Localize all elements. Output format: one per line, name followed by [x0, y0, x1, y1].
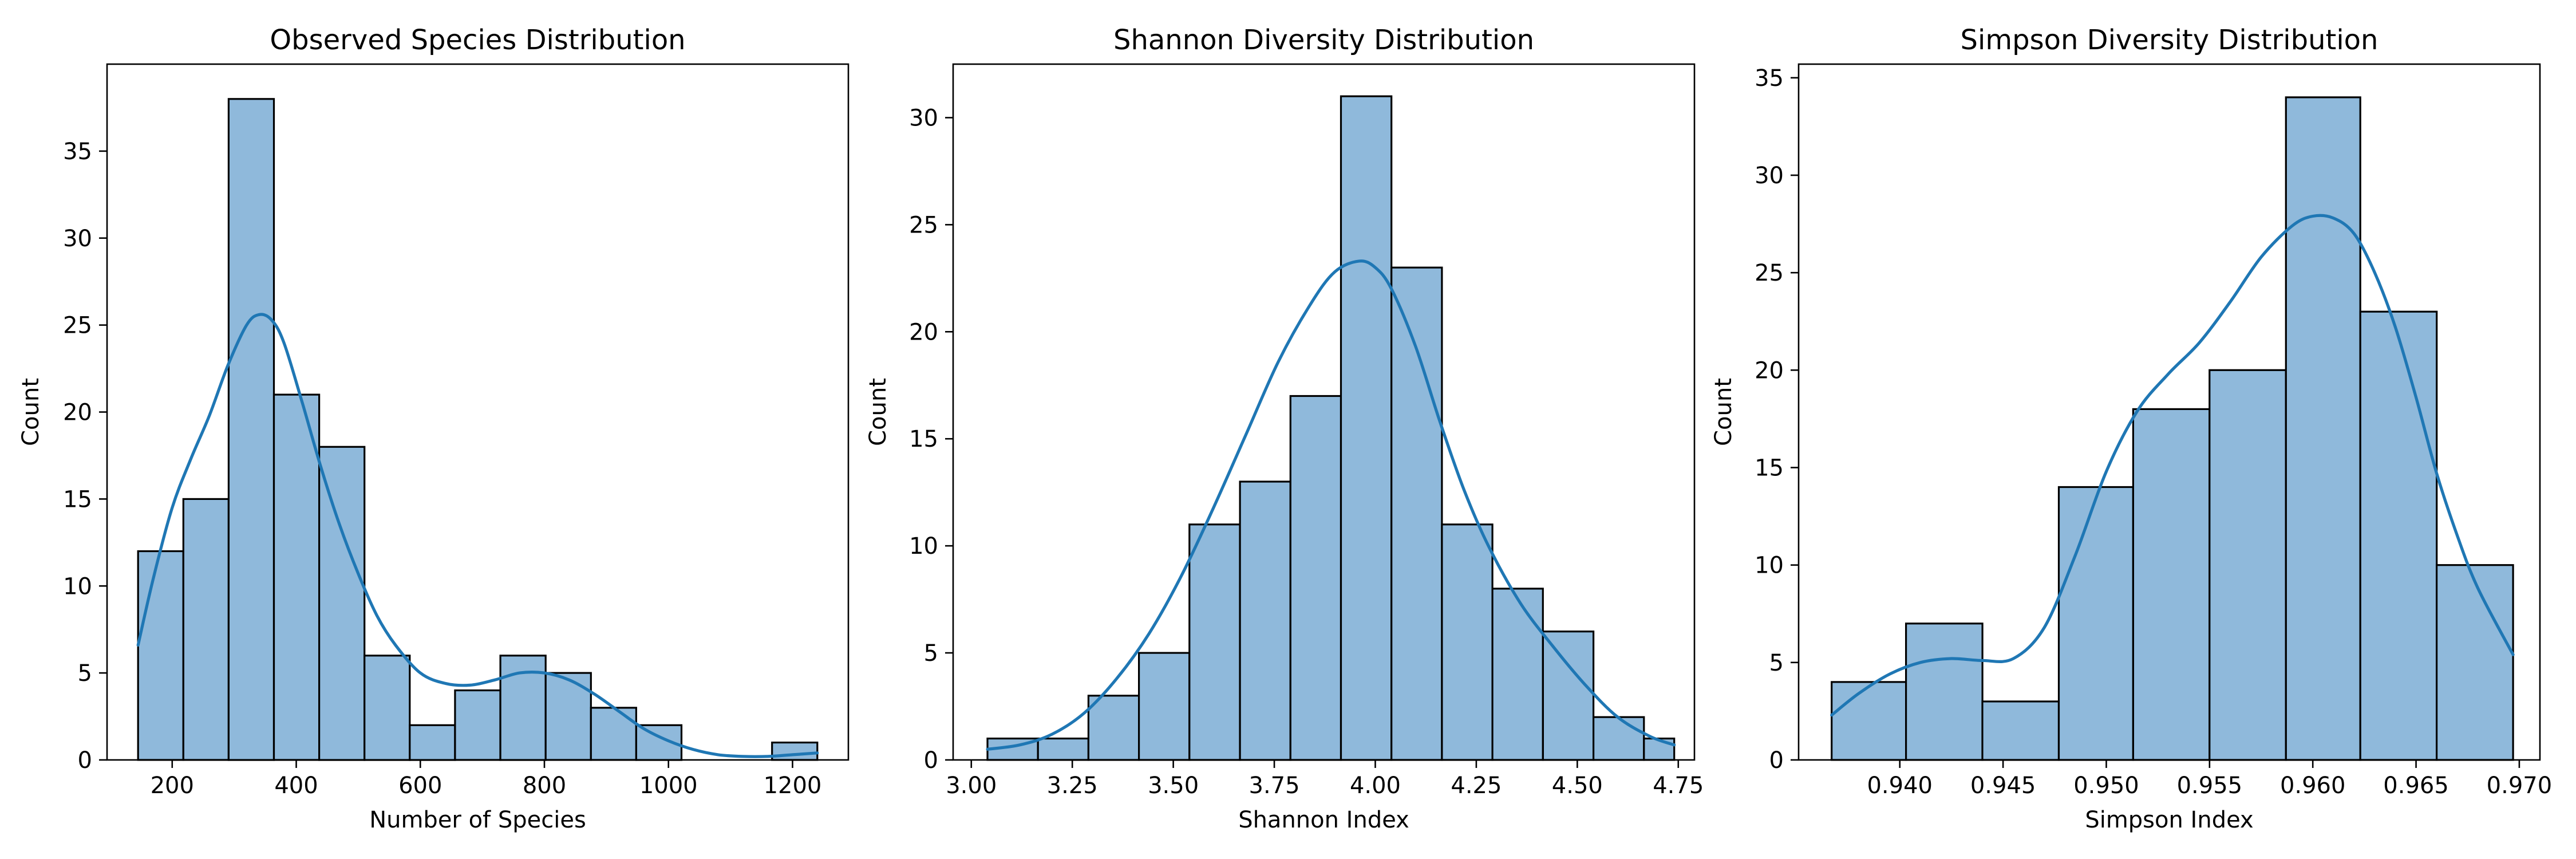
observed-species-bar	[364, 655, 411, 761]
shannon-diversity-y-tick-label: 30	[909, 105, 938, 131]
shannon-diversity-bar	[1087, 695, 1140, 761]
simpson-diversity-x-tick-label: 0.955	[2177, 773, 2243, 799]
simpson-diversity-y-tick-label: 35	[1755, 65, 1784, 92]
observed-species-y-axis-label: Count	[18, 378, 44, 446]
shannon-diversity-bar	[1441, 523, 1494, 761]
shannon-diversity-bar	[1239, 480, 1291, 761]
simpson-diversity-y-tick-label: 0	[1769, 747, 1784, 774]
shannon-diversity-bar	[1643, 737, 1676, 761]
observed-species-bar	[590, 707, 638, 761]
observed-species-bar	[182, 498, 230, 761]
shannon-diversity-bar	[1390, 266, 1443, 761]
simpson-diversity-y-tick-label: 25	[1755, 260, 1784, 286]
simpson-diversity-y-tick-label: 10	[1755, 553, 1784, 579]
simpson-diversity-bar	[1831, 681, 1907, 761]
observed-species-bar	[318, 446, 366, 761]
shannon-diversity-bar	[1137, 652, 1191, 761]
shannon-diversity-x-tick-label: 4.00	[1350, 773, 1401, 799]
observed-species-y-tick-label: 10	[63, 573, 92, 600]
shannon-diversity-y-axis-label: Count	[865, 378, 891, 446]
observed-species-bar	[272, 393, 321, 761]
simpson-diversity-x-tick-label: 0.965	[2383, 773, 2449, 799]
shannon-diversity-y-tick-label: 15	[909, 426, 938, 452]
simpson-diversity-axes-frame	[1797, 63, 2541, 761]
simpson-diversity-bar	[1981, 700, 2060, 761]
shannon-diversity-x-tick-label: 3.00	[946, 773, 997, 799]
observed-species-x-tick-label: 1000	[639, 773, 698, 799]
observed-species-bar	[137, 550, 184, 761]
observed-species-x-tick-label: 800	[523, 773, 566, 799]
simpson-diversity-x-tick-label: 0.970	[2487, 773, 2553, 799]
simpson-diversity-bar	[2436, 564, 2514, 761]
shannon-diversity-y-tick-label: 20	[909, 319, 938, 345]
shannon-diversity-y-tick-label: 0	[924, 747, 938, 774]
observed-species-x-axis-label: Number of Species	[369, 807, 586, 833]
observed-species-y-tick-label: 20	[63, 400, 92, 426]
simpson-diversity-x-tick-label: 0.940	[1867, 773, 1933, 799]
observed-species-bar	[771, 741, 819, 761]
shannon-diversity-bar	[1037, 737, 1089, 761]
observed-species-y-tick-label: 30	[63, 226, 92, 252]
observed-species-x-tick-label: 600	[398, 773, 442, 799]
shannon-diversity-x-tick-label: 4.50	[1552, 773, 1603, 799]
observed-species-bar	[409, 724, 456, 761]
simpson-diversity-title: Simpson Diversity Distribution	[1961, 24, 2379, 56]
simpson-diversity-x-axis-label: Simpson Index	[2085, 807, 2253, 833]
observed-species-x-tick-label: 200	[151, 773, 194, 799]
shannon-diversity-bar	[1491, 588, 1544, 761]
observed-species-y-tick-label: 0	[78, 747, 92, 774]
simpson-diversity-y-tick-label: 20	[1755, 357, 1784, 384]
simpson-diversity-y-tick-label: 30	[1755, 163, 1784, 189]
shannon-diversity-y-tick-label: 25	[909, 212, 938, 238]
simpson-diversity-kde-line	[1830, 214, 2515, 717]
simpson-diversity-bar	[2359, 310, 2438, 761]
simpson-diversity-y-axis-label: Count	[1710, 378, 1737, 446]
shannon-diversity-chart: 3.00 3.25 3.50 3.75 4.00 4.25 4.50 4.75 0 5 10 15 20…	[865, 24, 1704, 833]
observed-species-y-tick-label: 15	[63, 486, 92, 513]
shannon-diversity-x-tick-label: 3.75	[1249, 773, 1300, 799]
observed-species-kde-line	[136, 313, 819, 758]
shannon-diversity-axes-frame	[952, 63, 1696, 761]
simpson-diversity-bar	[2057, 486, 2134, 761]
shannon-diversity-x-tick-label: 3.25	[1047, 773, 1098, 799]
observed-species-bar	[227, 98, 275, 761]
observed-species-y-tick-label: 35	[63, 139, 92, 165]
observed-species-y-tick-label: 25	[63, 313, 92, 339]
shannon-diversity-bar	[1340, 95, 1393, 761]
shannon-diversity-bar	[1188, 523, 1241, 761]
shannon-diversity-y-tick-label: 5	[924, 640, 938, 667]
simpson-diversity-y-tick-label: 15	[1755, 455, 1784, 481]
observed-species-bar	[544, 672, 592, 761]
simpson-diversity-chart: 0.940 0.945 0.950 0.955 0.960 0.965 0.970 0 5 10 1…	[1710, 24, 2552, 833]
shannon-diversity-bar	[1542, 631, 1595, 761]
observed-species-x-tick-label: 400	[274, 773, 318, 799]
shannon-diversity-y-tick-label: 10	[909, 533, 938, 559]
simpson-diversity-x-tick-label: 0.945	[1970, 773, 2036, 799]
simpson-diversity-x-tick-label: 0.960	[2280, 773, 2346, 799]
simpson-diversity-bar	[1905, 622, 1984, 761]
observed-species-y-tick-label: 5	[78, 660, 92, 687]
simpson-diversity-y-tick-label: 5	[1769, 650, 1784, 676]
observed-species-bar	[635, 724, 683, 761]
shannon-diversity-x-tick-label: 4.75	[1653, 773, 1704, 799]
observed-species-bar	[454, 689, 501, 761]
shannon-diversity-x-tick-label: 4.25	[1451, 773, 1502, 799]
simpson-diversity-bar	[2285, 96, 2361, 761]
shannon-diversity-bar	[1289, 395, 1342, 761]
simpson-diversity-bar	[2132, 408, 2211, 761]
simpson-diversity-bar	[2208, 369, 2287, 761]
observed-species-title: Observed Species Distribution	[270, 24, 685, 56]
shannon-diversity-title: Shannon Diversity Distribution	[1113, 24, 1534, 56]
shannon-diversity-kde-line	[986, 259, 1676, 751]
shannon-diversity-x-axis-label: Shannon Index	[1238, 807, 1409, 833]
shannon-diversity-bar	[1593, 716, 1645, 761]
observed-species-x-tick-label: 1200	[764, 773, 822, 799]
simpson-diversity-bars	[1831, 96, 2514, 761]
observed-species-chart: 200 400 600 800 1000 1200 0 5 10 15 20 25 30 35 Observ…	[18, 24, 850, 833]
shannon-diversity-x-tick-label: 3.50	[1148, 773, 1199, 799]
simpson-diversity-x-tick-label: 0.950	[2073, 773, 2139, 799]
